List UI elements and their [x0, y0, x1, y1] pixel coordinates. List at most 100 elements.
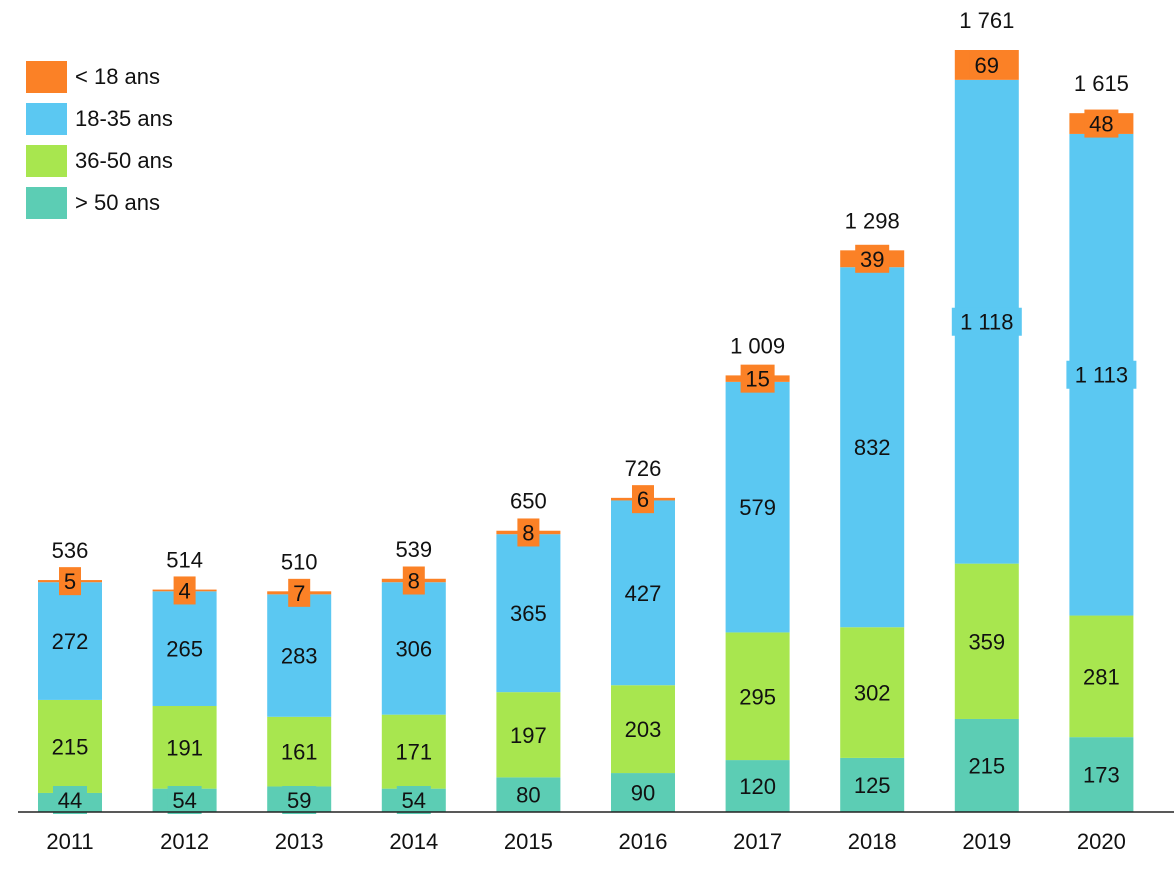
- data-label-lt-18-ans-2018: 39: [860, 247, 884, 272]
- x-tick-label-2020: 2020: [1077, 829, 1126, 854]
- x-tick-label-2015: 2015: [504, 829, 553, 854]
- data-label-gt-50-ans-2014: 54: [402, 788, 426, 813]
- data-label-36-50-ans-2011: 215: [52, 734, 89, 759]
- label-bg-gt-50-ans-2011: [53, 786, 87, 814]
- data-label-36-50-ans-2017: 295: [739, 684, 776, 709]
- x-tick-label-2017: 2017: [733, 829, 782, 854]
- bar-36-50-ans-2015: [496, 692, 561, 778]
- bar-36-50-ans-2016: [611, 685, 675, 774]
- data-label-lt-18-ans-2015: 8: [522, 520, 534, 545]
- bar-18-35-ans-2011: [38, 582, 102, 700]
- total-label-2012: 514: [166, 548, 203, 573]
- data-label-18-35-ans-2014: 306: [395, 636, 432, 661]
- x-tick-label-2011: 2011: [46, 829, 93, 854]
- legend-item-over-50: > 50 ans: [26, 187, 173, 219]
- bar-36-50-ans-2020: [1069, 615, 1134, 738]
- bar-gt-50-ans-2019: [954, 718, 1019, 812]
- bar-18-35-ans-2016: [611, 500, 675, 686]
- x-tick-label-2018: 2018: [848, 829, 897, 854]
- bar-18-35-ans-2014: [381, 582, 446, 715]
- label-bg-lt-18-ans-2015: [517, 518, 540, 547]
- data-label-18-35-ans-2016: 427: [625, 581, 662, 606]
- total-label-2018: 1 298: [845, 208, 900, 233]
- data-label-18-35-ans-2020: 1 113: [1075, 363, 1128, 388]
- label-bg-lt-18-ans-2018: [855, 244, 890, 273]
- bar-18-35-ans-2015: [496, 534, 561, 693]
- legend-item-18-35: 18-35 ans: [26, 103, 173, 135]
- label-bg-18-35-ans-2020: [1066, 360, 1137, 389]
- bar-18-35-ans-2017: [725, 381, 790, 633]
- x-tick-label-2013: 2013: [275, 829, 324, 854]
- legend-swatch-18-35: [26, 103, 67, 135]
- data-label-36-50-ans-2016: 203: [625, 717, 662, 742]
- label-bg-lt-18-ans-2012: [173, 576, 196, 605]
- legend-label-18-35: 18-35 ans: [75, 106, 173, 131]
- data-label-gt-50-ans-2019: 215: [968, 753, 1005, 778]
- label-bg-lt-18-ans-2020: [1084, 109, 1119, 138]
- label-bg-18-35-ans-2019: [951, 307, 1022, 336]
- total-label-2011: 536: [52, 538, 89, 563]
- data-label-36-50-ans-2018: 302: [854, 681, 891, 706]
- label-bg-lt-18-ans-2017: [740, 364, 775, 393]
- data-label-36-50-ans-2014: 171: [395, 740, 432, 765]
- total-label-2015: 650: [510, 489, 547, 514]
- data-label-gt-50-ans-2016: 90: [631, 781, 655, 806]
- legend-item-36-50: 36-50 ans: [26, 145, 173, 177]
- label-bg-lt-18-ans-2019: [969, 50, 1004, 79]
- label-bg-gt-50-ans-2014: [396, 786, 431, 814]
- x-tick-label-2014: 2014: [389, 829, 438, 854]
- legend-label-36-50: 36-50 ans: [75, 148, 173, 173]
- data-label-lt-18-ans-2017: 15: [745, 367, 769, 392]
- data-label-lt-18-ans-2011: 5: [64, 569, 76, 594]
- legend-swatch-under-18: [26, 61, 67, 93]
- data-label-lt-18-ans-2016: 6: [637, 487, 649, 512]
- data-label-lt-18-ans-2014: 8: [408, 569, 420, 594]
- bar-gt-50-ans-2018: [840, 757, 905, 812]
- data-label-36-50-ans-2019: 359: [968, 629, 1005, 654]
- data-label-18-35-ans-2017: 579: [739, 495, 776, 520]
- data-label-gt-50-ans-2015: 80: [516, 783, 540, 808]
- total-label-2017: 1 009: [730, 333, 785, 358]
- data-label-18-35-ans-2011: 272: [52, 629, 89, 654]
- data-label-18-35-ans-2015: 365: [510, 601, 547, 626]
- bar-gt-50-ans-2016: [611, 773, 675, 812]
- total-label-2020: 1 615: [1074, 71, 1129, 96]
- data-label-18-35-ans-2013: 283: [281, 644, 318, 669]
- data-label-gt-50-ans-2012: 54: [172, 788, 196, 813]
- x-tick-label-2019: 2019: [962, 829, 1011, 854]
- bar-18-35-ans-2018: [840, 267, 905, 628]
- data-label-36-50-ans-2013: 161: [281, 740, 318, 765]
- total-label-2016: 726: [625, 456, 662, 481]
- data-label-36-50-ans-2015: 197: [510, 723, 547, 748]
- data-label-gt-50-ans-2017: 120: [739, 774, 776, 799]
- data-label-gt-50-ans-2011: 44: [58, 788, 82, 813]
- total-label-2019: 1 761: [959, 8, 1014, 33]
- bar-18-35-ans-2012: [152, 591, 217, 706]
- legend-item-under-18: < 18 ans: [26, 61, 173, 93]
- data-label-18-35-ans-2018: 832: [854, 435, 891, 460]
- label-bg-gt-50-ans-2013: [282, 786, 317, 814]
- bar-36-50-ans-2012: [152, 705, 217, 789]
- bar-36-50-ans-2018: [840, 627, 905, 758]
- data-label-gt-50-ans-2018: 125: [854, 773, 891, 798]
- data-label-36-50-ans-2012: 191: [166, 735, 203, 760]
- bars-layer: [38, 50, 1134, 812]
- legend: < 18 ans 18-35 ans 36-50 ans > 50 ans: [26, 61, 173, 229]
- bar-gt-50-ans-2017: [725, 760, 790, 812]
- total-label-2014: 539: [395, 537, 432, 562]
- bar-36-50-ans-2014: [381, 714, 446, 789]
- bar-36-50-ans-2017: [725, 632, 790, 761]
- data-label-lt-18-ans-2013: 7: [293, 581, 305, 606]
- data-label-36-50-ans-2020: 281: [1083, 664, 1120, 689]
- data-label-lt-18-ans-2012: 4: [178, 578, 190, 603]
- data-label-18-35-ans-2012: 265: [166, 637, 203, 662]
- label-bg-lt-18-ans-2014: [402, 566, 425, 595]
- bar-gt-50-ans-2015: [496, 777, 561, 812]
- bar-gt-50-ans-2020: [1069, 737, 1134, 812]
- legend-label-over-50: > 50 ans: [75, 190, 161, 215]
- bar-36-50-ans-2013: [267, 716, 332, 787]
- x-tick-label-2016: 2016: [619, 829, 668, 854]
- x-tick-label-2012: 2012: [160, 829, 209, 854]
- legend-label-under-18: < 18 ans: [75, 64, 161, 89]
